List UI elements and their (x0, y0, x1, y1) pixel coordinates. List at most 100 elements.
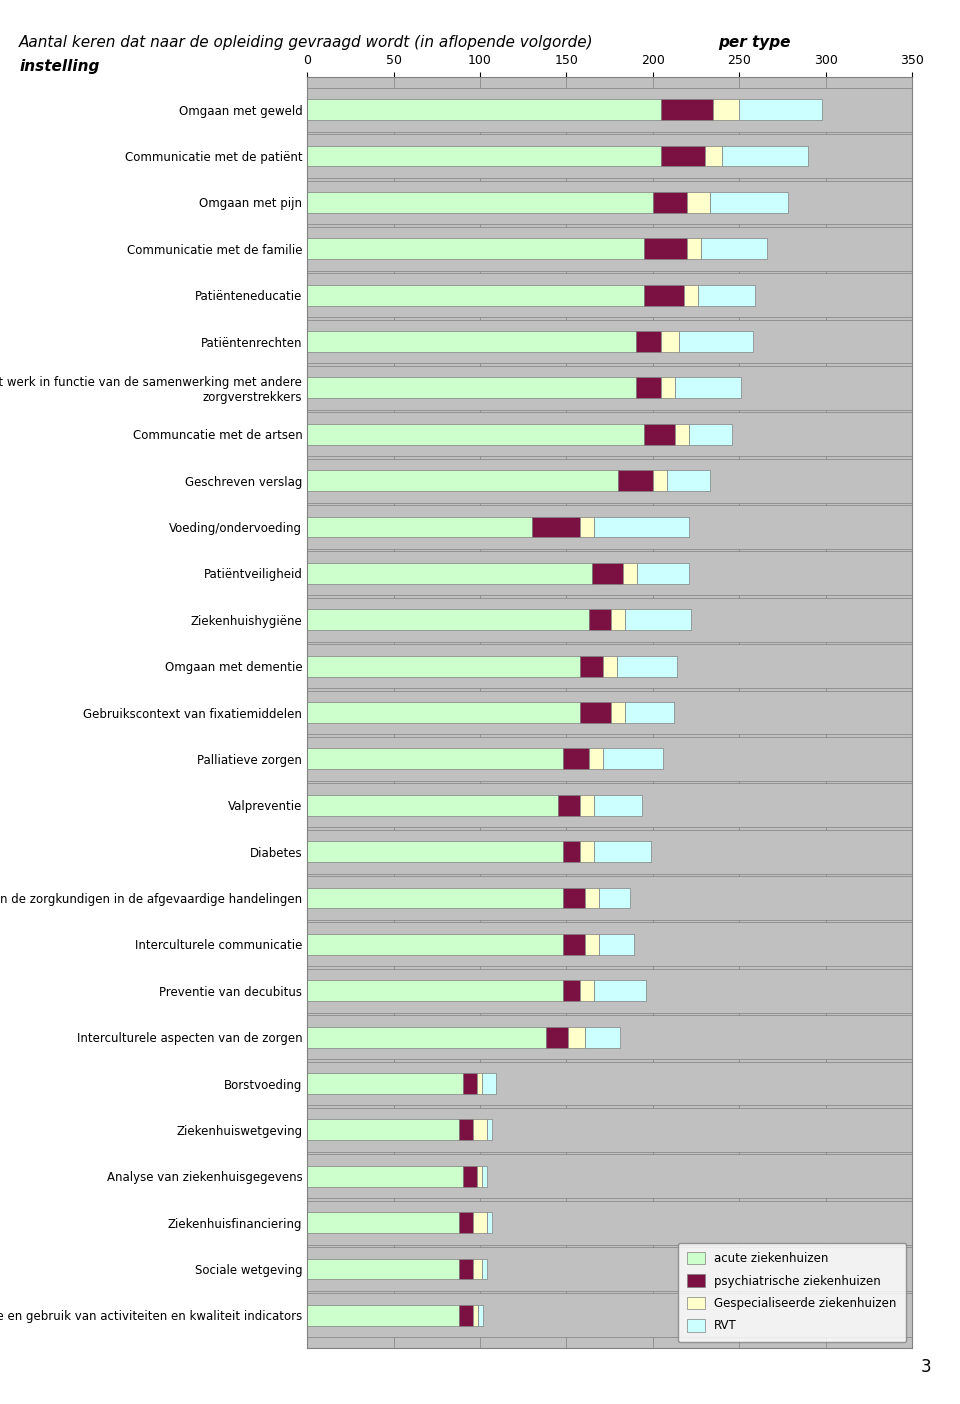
Bar (307, 598, 912, 642)
Bar (661, 100, 713, 121)
Bar (459, 1119, 473, 1140)
Bar (563, 934, 586, 955)
Bar (687, 192, 709, 213)
Bar (307, 691, 912, 734)
Bar (473, 1304, 478, 1325)
Bar (563, 841, 580, 862)
Bar (586, 887, 599, 908)
Bar (482, 1258, 487, 1279)
Bar (588, 748, 603, 769)
Bar (307, 1026, 545, 1047)
Bar (307, 1258, 459, 1279)
Bar (487, 1212, 492, 1233)
Bar (679, 331, 753, 352)
Bar (713, 100, 739, 121)
Bar (644, 424, 675, 445)
Bar (563, 748, 588, 769)
Bar (594, 795, 642, 816)
Bar (307, 737, 912, 781)
Bar (307, 795, 558, 816)
Bar (661, 146, 705, 167)
Bar (482, 1073, 495, 1094)
Bar (563, 887, 586, 908)
Bar (653, 192, 687, 213)
Bar (459, 1258, 473, 1279)
Bar (580, 980, 594, 1001)
Bar (307, 1165, 463, 1186)
Bar (625, 702, 674, 723)
Bar (558, 795, 580, 816)
Bar (684, 285, 698, 306)
Bar (307, 274, 912, 317)
Bar (592, 563, 623, 584)
Bar (307, 552, 912, 595)
Bar (307, 563, 592, 584)
Text: instelling: instelling (19, 59, 100, 74)
Bar (307, 505, 912, 549)
Bar (307, 320, 912, 364)
Bar (307, 748, 563, 769)
Bar (580, 702, 612, 723)
Bar (307, 1061, 912, 1105)
Bar (623, 563, 637, 584)
Bar (563, 980, 580, 1001)
Bar (603, 656, 616, 677)
Bar (307, 1108, 912, 1151)
Bar (580, 841, 594, 862)
Bar (675, 378, 741, 399)
Bar (487, 1119, 492, 1140)
Bar (599, 934, 634, 955)
Bar (307, 1119, 459, 1140)
Bar (612, 702, 625, 723)
Bar (594, 841, 651, 862)
Bar (580, 795, 594, 816)
Bar (709, 192, 787, 213)
Bar (307, 980, 563, 1001)
Bar (689, 424, 732, 445)
Bar (616, 656, 677, 677)
Bar (478, 1304, 484, 1325)
Bar (586, 1026, 620, 1047)
Bar (307, 517, 532, 538)
Bar (307, 783, 912, 827)
Bar (307, 366, 912, 410)
Text: Aantal keren dat naar de opleiding gevraagd wordt (in aflopende volgorde): Aantal keren dat naar de opleiding gevra… (19, 35, 599, 51)
Bar (307, 470, 618, 491)
Bar (661, 378, 675, 399)
Bar (307, 1200, 912, 1244)
Bar (698, 285, 755, 306)
Bar (307, 239, 644, 260)
Bar (618, 470, 653, 491)
Bar (307, 1154, 912, 1198)
Bar (476, 1073, 482, 1094)
Bar (463, 1165, 476, 1186)
Bar (307, 88, 912, 132)
Bar (568, 1026, 586, 1047)
Bar (580, 517, 594, 538)
Bar (625, 609, 691, 630)
Bar (307, 459, 912, 503)
Bar (588, 609, 612, 630)
Bar (586, 934, 599, 955)
Bar (675, 424, 689, 445)
Bar (307, 1247, 912, 1290)
Bar (307, 644, 912, 688)
Bar (307, 609, 588, 630)
Bar (307, 192, 653, 213)
Bar (307, 285, 644, 306)
Text: per type: per type (718, 35, 791, 51)
Bar (666, 470, 709, 491)
Bar (599, 887, 631, 908)
Bar (594, 517, 689, 538)
Bar (307, 331, 636, 352)
Bar (594, 980, 646, 1001)
Bar (307, 656, 580, 677)
Bar (307, 1304, 459, 1325)
Bar (307, 181, 912, 225)
Bar (482, 1165, 487, 1186)
Bar (307, 1015, 912, 1059)
Bar (476, 1165, 482, 1186)
Bar (307, 146, 661, 167)
Bar (739, 100, 822, 121)
Bar (463, 1073, 476, 1094)
